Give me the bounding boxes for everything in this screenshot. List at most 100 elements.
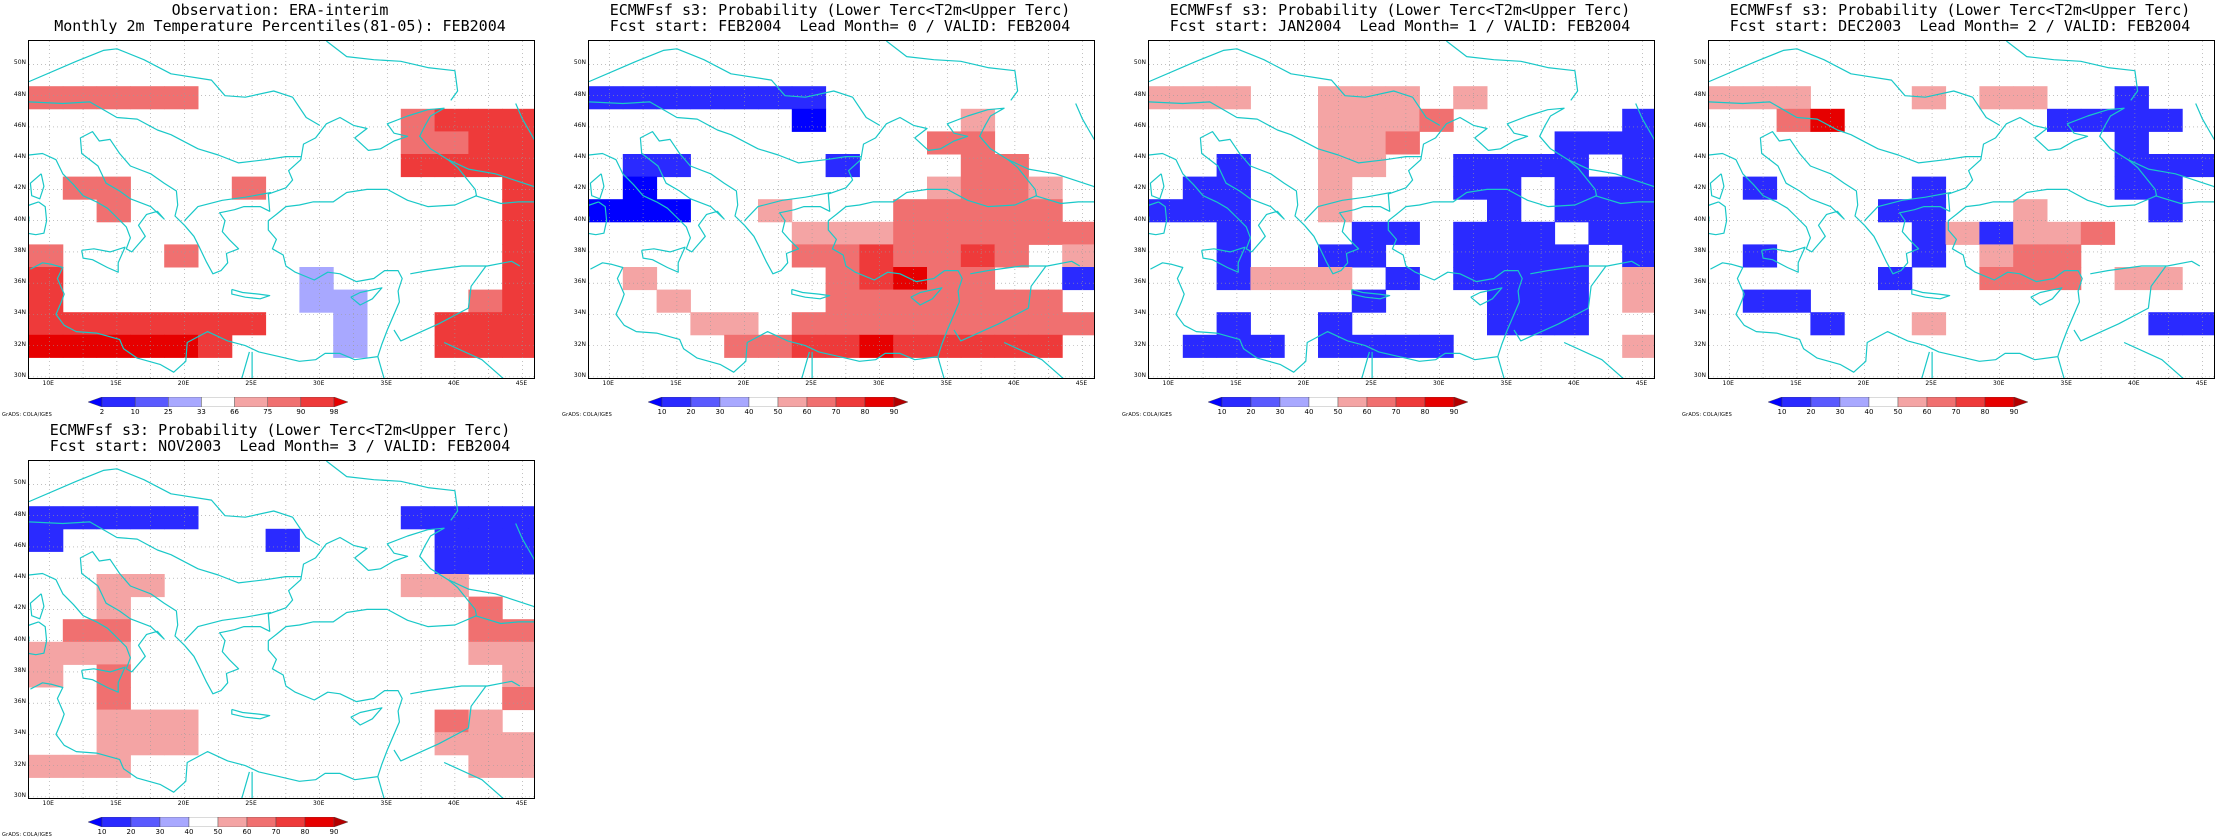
grid-cell: [1351, 86, 1387, 110]
lon-tick-label: 10E: [602, 380, 614, 387]
grid-cell: [791, 108, 827, 132]
grid-cell: [468, 108, 503, 132]
grid-cell: [825, 221, 860, 245]
map-svg: [29, 41, 534, 378]
colorbar-swatch: [333, 397, 348, 407]
coastline: [589, 107, 1038, 373]
colorbar-swatch: [1308, 397, 1339, 407]
lat-tick-label: 40N: [573, 215, 586, 223]
colorbar-tick-label: 60: [1922, 408, 1932, 416]
lon-tick-label: 10E: [1162, 380, 1174, 387]
coastline: [589, 173, 605, 200]
grid-cell: [2080, 221, 2116, 245]
coastline: [29, 521, 301, 584]
grid-cell: [400, 108, 436, 132]
grid-cell: [1554, 131, 1589, 155]
colorbar-swatch: [1424, 397, 1455, 407]
grid-cell: [1487, 244, 1522, 268]
coastline: [589, 201, 608, 236]
coastline: [1530, 260, 1641, 275]
grid-cell: [1149, 86, 1184, 110]
lat-tick-label: 44N: [1693, 153, 1706, 161]
lon-tick-label: 20E: [177, 380, 190, 387]
coastline: [475, 615, 534, 625]
grid-cell: [502, 267, 534, 291]
lon-tick-label: 10E: [42, 380, 54, 387]
grid-cell: [502, 687, 534, 711]
colorbar-swatch: [1955, 397, 1986, 407]
coastline: [29, 48, 321, 126]
lon-tick-label: 15E: [110, 380, 122, 387]
colorbar-tick-label: 50: [1893, 408, 1903, 416]
grid-cell: [1216, 312, 1251, 336]
panel-title-line1: ECMWFsf s3: Probability (Lower Terc<T2m<…: [49, 421, 511, 439]
grid-cell: [1318, 176, 1353, 200]
lon-tick-label: 45E: [1635, 380, 1648, 387]
lon-tick-label: 40E: [2128, 380, 2140, 387]
colorbar-swatch: [2013, 397, 2028, 407]
grid-cell: [1318, 108, 1353, 132]
grid-cell: [1318, 131, 1353, 155]
coastline: [1149, 201, 1168, 236]
lon-tick-label: 15E: [670, 380, 682, 387]
colorbar-tick-label: 70: [271, 828, 281, 836]
coastline: [1470, 287, 1503, 306]
grid-cell: [1028, 176, 1063, 200]
grid-cell: [502, 154, 534, 178]
colorbar-swatch: [88, 397, 103, 407]
coastline: [377, 776, 385, 798]
grid-cell: [468, 528, 503, 552]
grid-cell: [1588, 176, 1623, 200]
grid-cell: [502, 289, 534, 313]
grid-cell: [1622, 199, 1654, 223]
coastline: [2155, 195, 2214, 205]
lon-tick-label: 35E: [2060, 380, 2072, 387]
colorbar-swatch: [648, 397, 663, 407]
grid-cell: [62, 176, 98, 200]
lat-tick-label: 32N: [573, 340, 586, 348]
coastline: [1911, 288, 1951, 300]
coastline: [81, 246, 126, 273]
grid-cell: [2114, 154, 2149, 178]
coastline: [350, 287, 383, 306]
grid-cell: [724, 86, 759, 110]
colorbar-swatch: [1366, 397, 1397, 407]
colorbar-tick-label: 2: [99, 408, 105, 416]
lat-tick-label: 46N: [1133, 121, 1146, 129]
panel-title-line1: Observation: ERA-interim: [171, 1, 389, 19]
grid-cell: [825, 267, 860, 291]
map-svg: [1709, 41, 2214, 378]
grid-cell: [2013, 244, 2048, 268]
grid-cell: [724, 312, 759, 336]
colorbar-swatch: [300, 397, 335, 407]
lat-tick-label: 40N: [13, 215, 26, 223]
grid-cell: [1216, 86, 1251, 110]
grid-cell: [1216, 199, 1251, 223]
grid-cell: [1554, 312, 1589, 336]
grid-cell: [62, 506, 98, 530]
coastline: [1761, 246, 1806, 273]
grid-cell: [434, 528, 469, 552]
colorbar-swatch: [1768, 397, 1783, 407]
coastline: [29, 593, 45, 620]
colorbar-swatch: [134, 397, 169, 407]
colorbar-swatch: [719, 397, 750, 407]
grid-cell: [1216, 154, 1251, 178]
lat-tick-label: 30N: [13, 371, 26, 379]
coastline: [1304, 191, 1392, 222]
coastline: [326, 41, 459, 101]
grid-cell: [502, 732, 534, 756]
grid-cell: [164, 709, 199, 733]
grid-cell: [164, 732, 199, 756]
grid-cell: [1487, 221, 1522, 245]
colorbar: [88, 817, 348, 827]
lon-tick-label: 30E: [1992, 380, 2005, 387]
grid-cell: [1062, 267, 1094, 291]
grid-cell: [960, 221, 996, 245]
colorbar-tick-label: 40: [184, 828, 194, 836]
lon-tick-label: 30E: [312, 800, 325, 807]
colorbar-swatch: [217, 817, 248, 827]
colorbar-tick-label: 80: [1420, 408, 1430, 416]
grid-cell: [164, 334, 199, 358]
coastline: [1563, 341, 1624, 378]
